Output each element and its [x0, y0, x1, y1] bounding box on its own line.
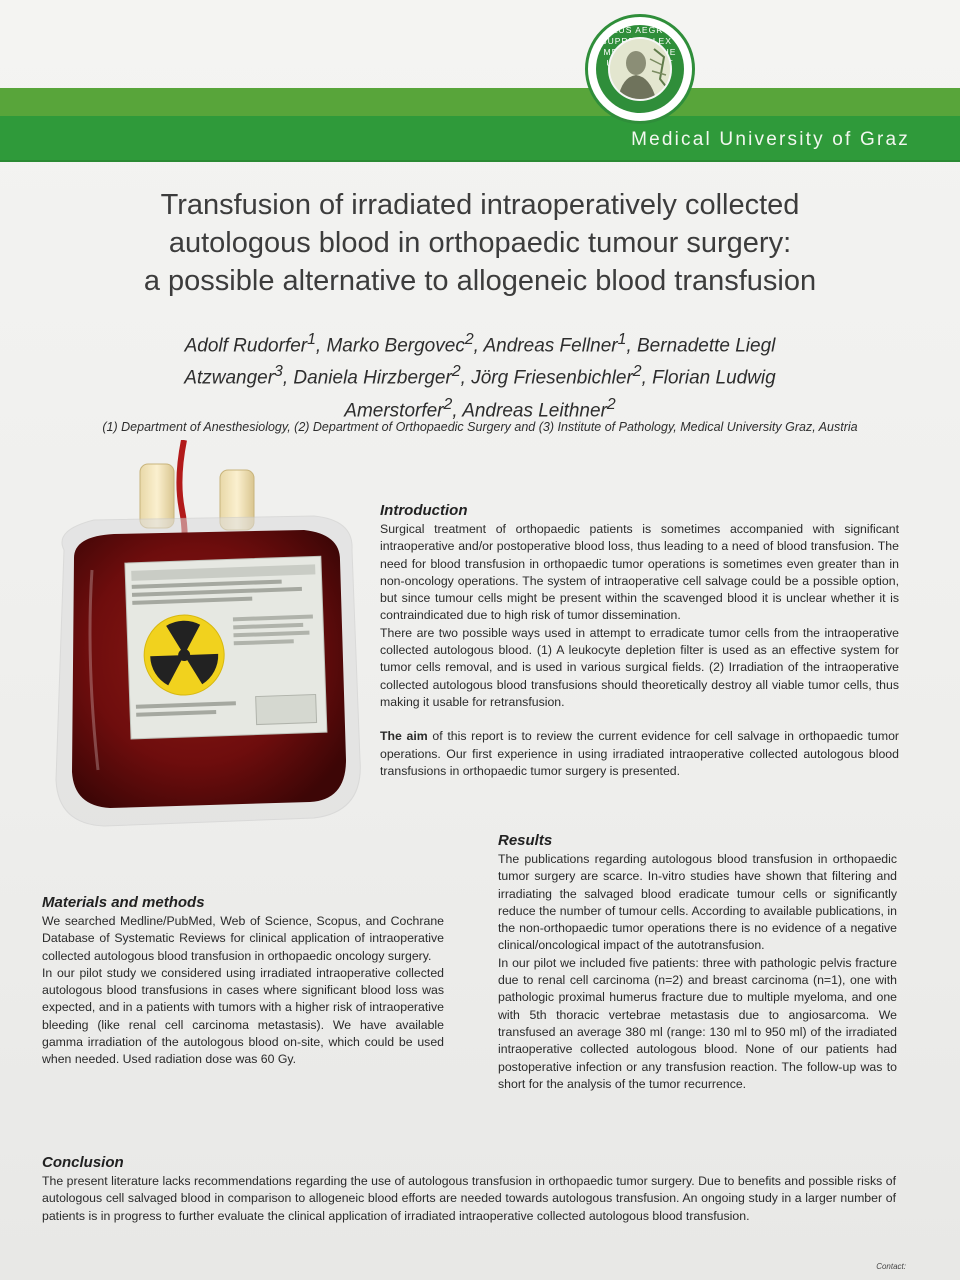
header-green-band	[0, 88, 960, 116]
portrait-icon	[610, 39, 670, 99]
affiliations: (1) Department of Anesthesiology, (2) De…	[102, 420, 858, 434]
aim-paragraph: The aim of this report is to review the …	[380, 729, 900, 778]
author-list: Adolf Rudorfer1, Marko Bergovec2, Andrea…	[184, 331, 776, 421]
section-conclusion: Conclusion The present literature lacks …	[42, 1154, 896, 1225]
seal-portrait	[608, 37, 672, 101]
section-methods: Materials and methods We searched Medlin…	[42, 894, 444, 1069]
poster-title: Transfusion of irradiated intraoperative…	[143, 189, 817, 297]
blood-bag-image	[34, 439, 374, 840]
introduction-paragraph-1: Surgical treatment of orthopaedic patien…	[380, 522, 899, 623]
introduction-paragraph-2: There are two possible ways used in atte…	[380, 625, 899, 709]
radiation-hazard-icon	[143, 614, 225, 696]
university-name: Medical University of Graz	[631, 129, 910, 150]
contact-label: Contact:	[876, 1262, 906, 1271]
methods-heading: Materials and methods	[42, 894, 205, 911]
university-seal: SALUS AEGROTI SUPREMA LEX · MEDIZINISCHE…	[585, 14, 695, 124]
section-introduction: Introduction Surgical treatment of ortho…	[380, 502, 899, 780]
university-band: Medical University of Graz	[0, 116, 960, 162]
conclusion-heading: Conclusion	[42, 1154, 124, 1171]
conclusion-paragraph: The present literature lacks recommendat…	[42, 1174, 896, 1223]
methods-paragraph-2: In our pilot study we considered using i…	[42, 965, 444, 1067]
results-paragraph-1: The publications regarding autologous bl…	[498, 852, 897, 953]
introduction-heading: Introduction	[380, 502, 468, 519]
section-results: Results The publications regarding autol…	[498, 832, 897, 1093]
methods-paragraph-1: We searched Medline/PubMed, Web of Scien…	[42, 914, 444, 963]
results-heading: Results	[498, 832, 553, 849]
results-paragraph-2: In our pilot we included five patients: …	[498, 955, 897, 1091]
